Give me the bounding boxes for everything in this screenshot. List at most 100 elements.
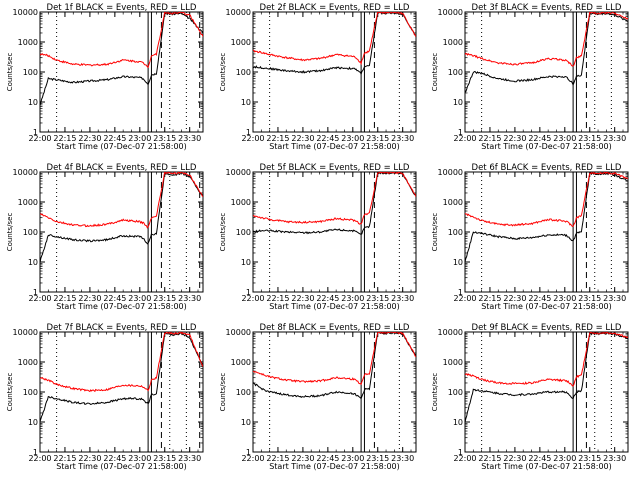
chart-title: Det 6f BLACK = Events, RED = LLD <box>472 163 622 173</box>
series-lld-line <box>253 12 416 66</box>
y-tick-label: 1 <box>33 288 38 297</box>
y-axis-label: Counts/sec <box>219 53 227 92</box>
series-events-line <box>465 172 628 263</box>
y-tick-label: 10 <box>28 258 38 267</box>
y-tick-label: 100 <box>23 68 38 77</box>
y-tick-label: 1000 <box>443 38 463 47</box>
chart-panel-3: Det 3f BLACK = Events, RED = LLD 1 10 100 10… <box>431 3 629 151</box>
chart-title: Det 7f BLACK = Events, RED = LLD <box>47 323 197 333</box>
series-events-line <box>465 12 628 93</box>
x-tick-label: 22:00 <box>28 134 51 143</box>
y-tick-label: 10000 <box>226 168 251 177</box>
series-events-line <box>253 12 416 76</box>
x-tick-label: 22:00 <box>28 294 51 303</box>
plot-frame <box>39 171 204 293</box>
y-axis-label: Counts/sec <box>6 373 14 412</box>
x-tick-label: 22:45 <box>316 454 339 463</box>
x-tick-label: 22:15 <box>266 294 289 303</box>
chart-panel-8: Det 8f BLACK = Events, RED = LLD 1 10 100 10… <box>219 323 417 471</box>
chart-title: Det 9f BLACK = Events, RED = LLD <box>472 323 622 333</box>
x-tick-label: 23:30 <box>178 134 201 143</box>
x-tick-label: 22:30 <box>503 294 526 303</box>
y-tick-label: 10000 <box>13 8 38 17</box>
plot-frame <box>252 11 417 133</box>
x-tick-label: 23:00 <box>128 294 151 303</box>
x-tick-label: 22:15 <box>478 134 501 143</box>
series-lld-line <box>253 332 416 386</box>
y-axis-label: Counts/sec <box>431 213 439 252</box>
chart-title: Det 4f BLACK = Events, RED = LLD <box>47 163 197 173</box>
x-tick-label: 22:30 <box>291 294 314 303</box>
x-tick-label: 23:15 <box>366 134 389 143</box>
x-tick-label: 23:30 <box>603 454 626 463</box>
x-tick-label: 23:00 <box>553 454 576 463</box>
x-tick-label: 22:00 <box>28 454 51 463</box>
x-tick-label: 22:45 <box>316 294 339 303</box>
y-axis-label: Counts/sec <box>219 373 227 412</box>
x-tick-label: 23:00 <box>341 294 364 303</box>
y-tick-label: 100 <box>448 388 463 397</box>
y-tick-label: 1 <box>458 448 463 457</box>
series-events-line <box>40 332 203 422</box>
x-tick-label: 22:15 <box>266 134 289 143</box>
chart-title: Det 8f BLACK = Events, RED = LLD <box>260 323 410 333</box>
x-tick-label: 22:30 <box>291 454 314 463</box>
x-tick-label: 23:00 <box>553 294 576 303</box>
x-tick-label: 22:45 <box>528 454 551 463</box>
x-tick-label: 22:00 <box>453 294 476 303</box>
x-tick-label: 22:15 <box>478 454 501 463</box>
y-tick-label: 10000 <box>13 328 38 337</box>
y-tick-label: 100 <box>23 388 38 397</box>
y-tick-label: 1000 <box>18 38 38 47</box>
x-tick-label: 23:30 <box>603 134 626 143</box>
y-tick-label: 1000 <box>18 358 38 367</box>
series-lld-line <box>40 12 203 69</box>
x-tick-label: 23:15 <box>578 134 601 143</box>
chart-title: Det 3f BLACK = Events, RED = LLD <box>472 3 622 13</box>
y-tick-label: 100 <box>448 228 463 237</box>
x-tick-label: 22:15 <box>266 454 289 463</box>
x-axis-label: Start Time (07-Dec-07 21:58:00) <box>481 462 612 471</box>
x-tick-label: 23:15 <box>153 454 176 463</box>
x-tick-label: 22:00 <box>241 454 264 463</box>
y-tick-label: 100 <box>23 228 38 237</box>
y-axis-label: Counts/sec <box>6 213 14 252</box>
x-axis-label: Start Time (07-Dec-07 21:58:00) <box>56 302 187 311</box>
y-tick-label: 10 <box>28 418 38 427</box>
x-tick-label: 22:30 <box>503 454 526 463</box>
x-tick-label: 22:00 <box>453 134 476 143</box>
x-axis-label: Start Time (07-Dec-07 21:58:00) <box>269 462 400 471</box>
y-axis-label: Counts/sec <box>219 213 227 252</box>
x-tick-label: 22:45 <box>103 294 126 303</box>
y-tick-label: 1 <box>458 128 463 137</box>
chart-title: Det 1f BLACK = Events, RED = LLD <box>47 3 197 13</box>
y-tick-label: 1000 <box>443 358 463 367</box>
chart-panel-1: Det 1f BLACK = Events, RED = LLD 1 10 100 10… <box>6 3 204 151</box>
x-tick-label: 22:45 <box>528 134 551 143</box>
x-tick-label: 22:30 <box>78 294 101 303</box>
x-tick-label: 23:15 <box>578 454 601 463</box>
x-tick-label: 22:45 <box>316 134 339 143</box>
y-tick-label: 1 <box>458 288 463 297</box>
y-axis-label: Counts/sec <box>431 373 439 412</box>
y-tick-label: 1000 <box>18 198 38 207</box>
chart-panel-2: Det 2f BLACK = Events, RED = LLD 1 10 100 10… <box>219 3 417 151</box>
plot-frame <box>464 171 629 293</box>
y-tick-label: 100 <box>236 388 251 397</box>
y-tick-label: 10000 <box>438 8 463 17</box>
series-lld-line <box>253 172 416 225</box>
x-tick-label: 22:45 <box>103 134 126 143</box>
x-tick-label: 22:30 <box>78 134 101 143</box>
x-tick-label: 23:15 <box>153 134 176 143</box>
chart-title: Det 2f BLACK = Events, RED = LLD <box>260 3 410 13</box>
plot-frame <box>39 331 204 453</box>
x-tick-label: 23:30 <box>178 454 201 463</box>
chart-panel-7: Det 7f BLACK = Events, RED = LLD 1 10 100 10… <box>6 323 204 471</box>
x-tick-label: 22:45 <box>528 294 551 303</box>
chart-panel-6: Det 6f BLACK = Events, RED = LLD 1 10 100 10… <box>431 163 629 311</box>
y-tick-label: 1 <box>246 288 251 297</box>
x-axis-label: Start Time (07-Dec-07 21:58:00) <box>56 462 187 471</box>
x-axis-label: Start Time (07-Dec-07 21:58:00) <box>269 302 400 311</box>
x-tick-label: 22:15 <box>53 134 76 143</box>
y-tick-label: 10000 <box>438 328 463 337</box>
